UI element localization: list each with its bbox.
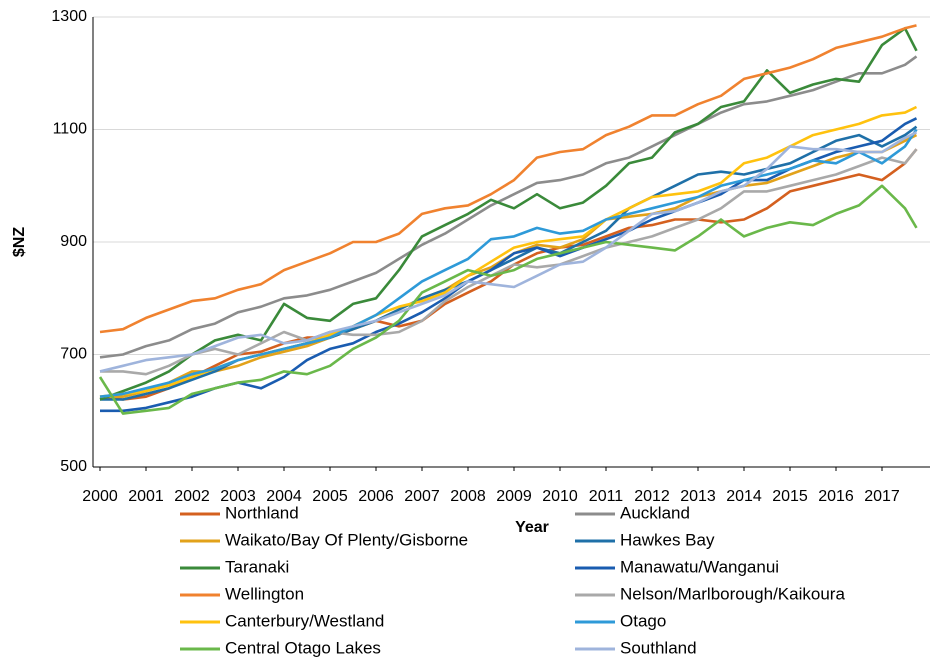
x-tick-label: 2006 (358, 488, 394, 505)
x-tick-label: 2013 (680, 488, 716, 505)
x-tick-label: 2007 (404, 488, 440, 505)
legend-label: Auckland (620, 503, 690, 522)
x-axis-label: Year (515, 519, 549, 536)
legend-label: Central Otago Lakes (225, 638, 381, 657)
x-tick-label: 2010 (542, 488, 578, 505)
legend-label: Wellington (225, 584, 304, 603)
x-tick-label: 2015 (772, 488, 808, 505)
series-line (99, 128, 918, 398)
series-line (99, 55, 918, 359)
x-tick-label: 2003 (220, 488, 256, 505)
series-line (99, 24, 917, 334)
x-tick-label: 2002 (174, 488, 210, 505)
legend-label: Canterbury/Westland (225, 611, 384, 630)
series-line (100, 148, 918, 376)
x-tick-label: 2001 (128, 488, 164, 505)
series-line (99, 148, 918, 401)
series-line (99, 131, 918, 373)
x-tick-label: 2016 (818, 488, 854, 505)
legend-label: Manawatu/Wanganui (620, 557, 779, 576)
y-tick-label: 500 (60, 458, 87, 475)
x-tick-label: 2004 (266, 488, 302, 505)
x-tick-label: 2009 (496, 488, 532, 505)
series-line (99, 27, 918, 401)
x-tick-label: 2014 (726, 488, 762, 505)
x-tick-label: 2008 (450, 488, 486, 505)
y-tick-label: 1300 (51, 8, 87, 25)
y-tick-label: 900 (60, 233, 87, 250)
x-tick-label: 2011 (589, 488, 624, 505)
legend-label: Hawkes Bay (620, 530, 715, 549)
legend-label: Waikato/Bay Of Plenty/Gisborne (225, 530, 468, 549)
legend-label: Taranaki (225, 557, 289, 576)
y-tick-label: 1100 (53, 121, 88, 138)
y-axis-label: $NZ (11, 227, 28, 257)
x-tick-label: 2005 (312, 488, 348, 505)
series-line (98, 184, 918, 415)
series-line (99, 105, 918, 398)
y-tick-label: 700 (60, 346, 87, 363)
legend-label: Northland (225, 503, 299, 522)
legend-label: Otago (620, 611, 666, 630)
x-tick-label: 2012 (634, 488, 670, 505)
x-tick-label: 2017 (864, 488, 900, 505)
legend-label: Southland (620, 638, 697, 657)
x-tick-label: 2000 (82, 488, 118, 505)
legend-label: Nelson/Marlborough/Kaikoura (620, 584, 845, 603)
